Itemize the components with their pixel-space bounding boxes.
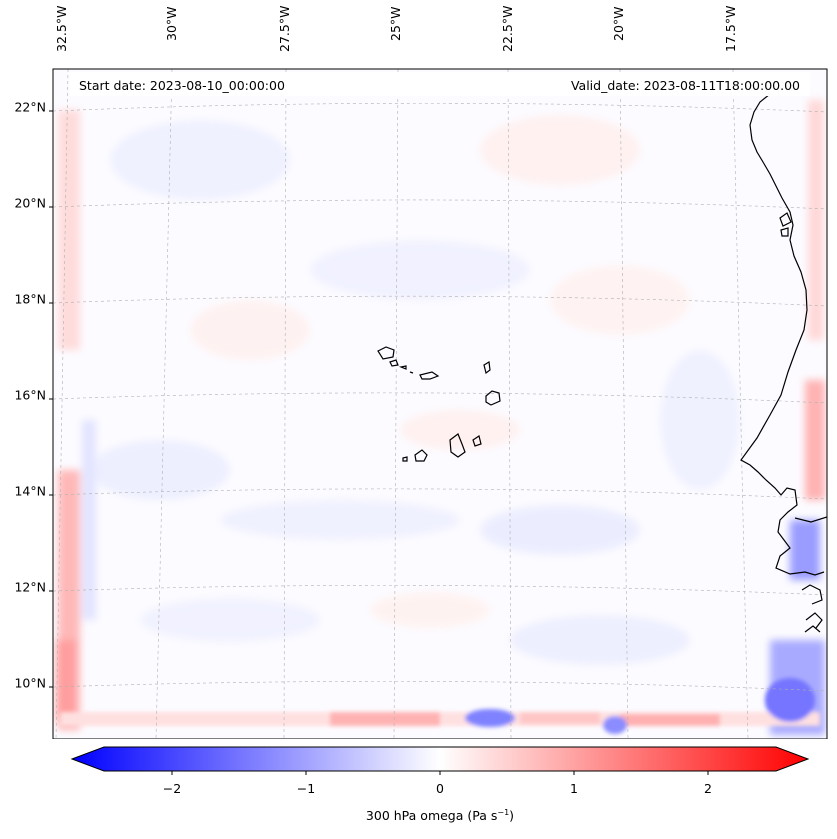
colorbar-tick-2: 2 [704, 781, 712, 796]
lon-label-20w: 20°W [611, 6, 626, 41]
colorbar-label-end: ) [509, 808, 515, 824]
lat-label-22n: 22°N [14, 99, 46, 115]
omega-field [53, 69, 827, 739]
colorbar-label-exponent: −1 [497, 808, 510, 817]
lat-label-12n: 12°N [14, 579, 46, 595]
lon-label-27-5w: 27.5°W [277, 6, 292, 53]
colorbar-bar [70, 746, 810, 772]
lon-label-25w: 25°W [388, 6, 403, 41]
colorbar-tick-1: 1 [570, 781, 578, 796]
lat-label-16n: 16°N [14, 387, 46, 403]
colorbar-label: 300 hPa omega (Pa s−1) [366, 808, 514, 823]
lon-label-32-5w: 32.5°W [54, 6, 69, 53]
map-frame [52, 68, 828, 739]
gridlines [53, 69, 827, 739]
lon-label-22-5w: 22.5°W [500, 6, 515, 53]
coastlines [377, 93, 827, 633]
omega-map [49, 68, 828, 739]
colorbar [70, 746, 810, 775]
lon-label-17-5w: 17.5°W [723, 6, 738, 53]
colorbar-tick-minus-1: −1 [296, 781, 316, 796]
colorbar-label-main: 300 hPa omega (Pa s [365, 808, 498, 824]
lat-label-20n: 20°N [14, 195, 46, 211]
lat-label-18n: 18°N [14, 291, 46, 307]
lat-label-14n: 14°N [14, 483, 46, 499]
colorbar-tick-0: 0 [436, 781, 444, 796]
start-date-label: Start date: 2023-08-10_00:00:00 [79, 78, 285, 93]
valid-date-label: Valid_date: 2023-08-11T18:00:00.00 [570, 78, 800, 93]
lat-label-10n: 10°N [14, 675, 46, 691]
colorbar-tick-minus-2: −2 [162, 781, 182, 796]
lon-label-30w: 30°W [164, 6, 179, 41]
